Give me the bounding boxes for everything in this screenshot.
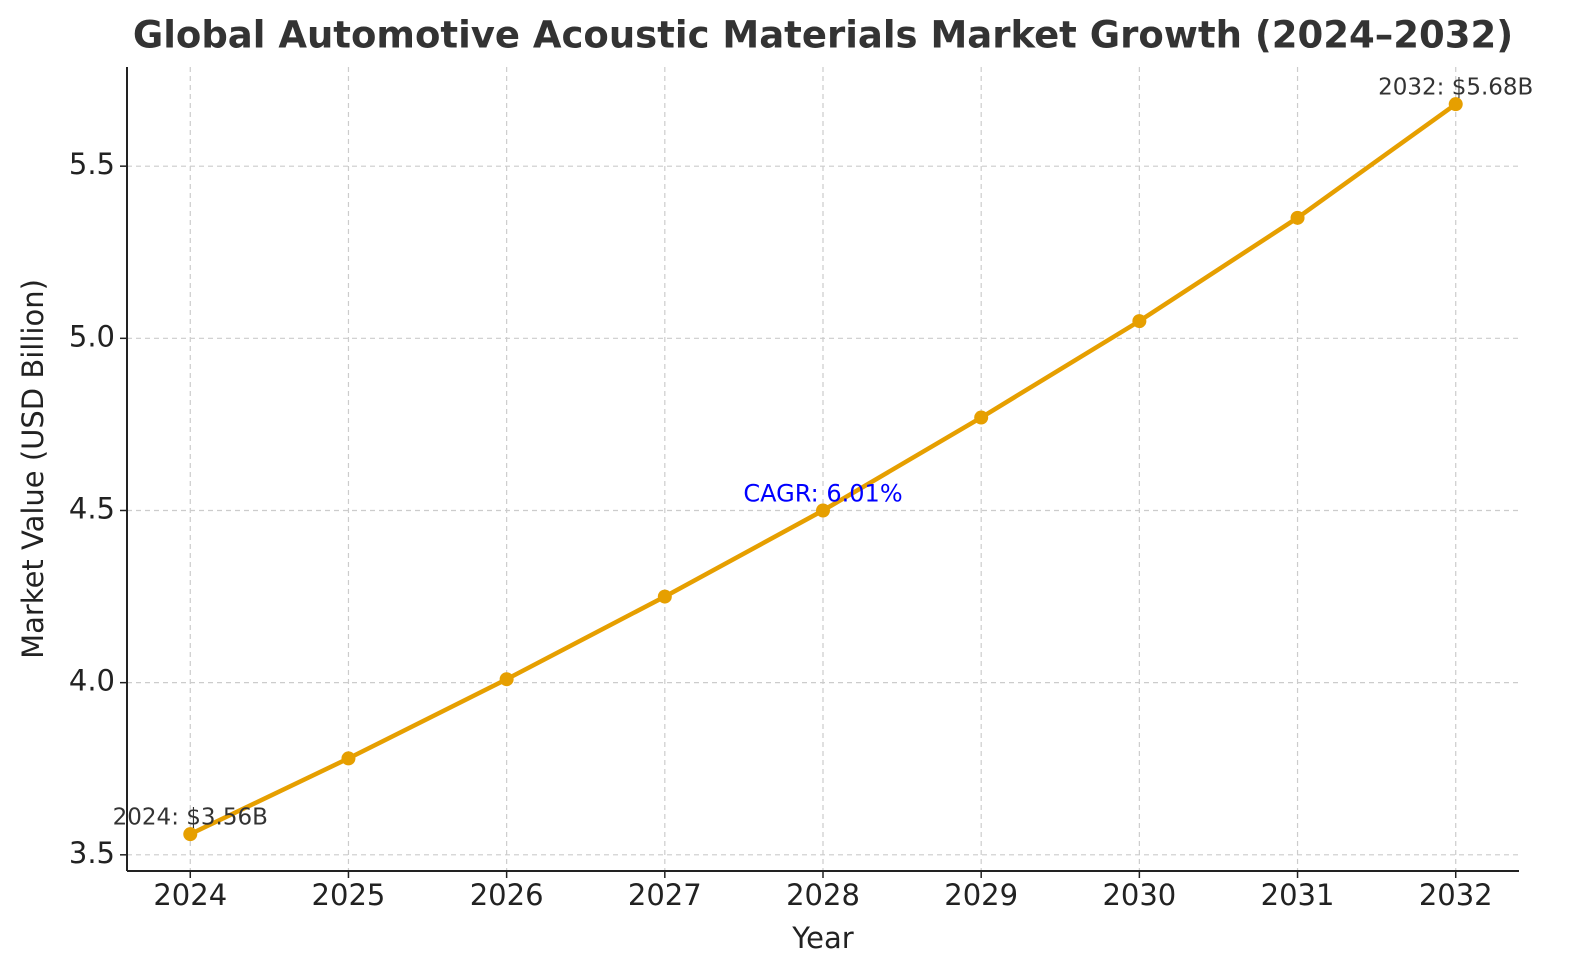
y-tick-label: 4.5 (69, 491, 115, 525)
annotation: CAGR: 6.01% (743, 479, 902, 507)
point (657, 589, 672, 604)
x-tick-label: 2028 (786, 878, 860, 912)
point (183, 827, 198, 842)
y-tick-label: 3.5 (69, 836, 115, 870)
point (1290, 210, 1305, 225)
y-tick-label: 5.5 (69, 147, 115, 181)
point (341, 751, 356, 766)
chart-title: Global Automotive Acoustic Materials Mar… (133, 14, 1513, 57)
point (499, 672, 514, 687)
y-axis-label: Market Value (USD Billion) (16, 279, 50, 659)
x-tick-label: 2031 (1261, 878, 1335, 912)
x-tick-label: 2025 (312, 878, 386, 912)
point (1448, 97, 1463, 112)
y-tick-label: 5.0 (69, 319, 115, 353)
value-label: 2024: $3.56B (113, 805, 268, 831)
value-label: 2032: $5.68B (1378, 75, 1533, 101)
x-axis-label: Year (791, 921, 853, 955)
point (816, 503, 830, 518)
x-tick-label: 2026 (470, 878, 544, 912)
point (1132, 314, 1147, 329)
x-tick-label: 2032 (1419, 878, 1493, 912)
x-tick-label: 2024 (153, 878, 227, 912)
x-tick-label: 2027 (628, 878, 702, 912)
x-tick-label: 2029 (944, 878, 1018, 912)
point (974, 410, 989, 425)
y-tick-label: 4.0 (69, 664, 115, 698)
x-tick-label: 2030 (1102, 878, 1176, 912)
